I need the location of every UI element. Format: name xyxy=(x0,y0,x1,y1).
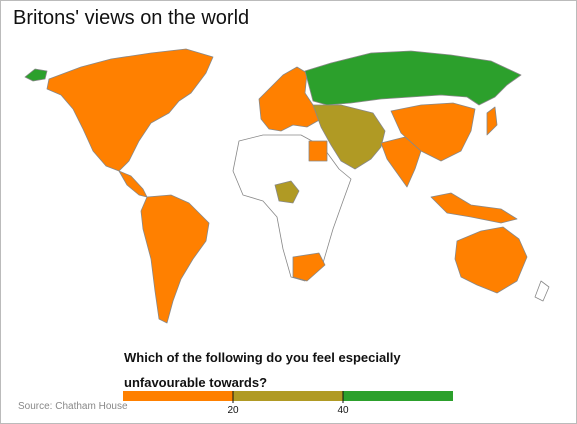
new-zealand xyxy=(534,280,550,302)
south-africa xyxy=(292,252,326,282)
central-america xyxy=(118,170,148,198)
nigeria xyxy=(274,180,300,204)
tick-label: 20 xyxy=(227,405,239,416)
middle-east xyxy=(312,104,386,170)
world-map xyxy=(24,48,550,324)
russia xyxy=(304,50,522,106)
south-east-asia xyxy=(430,192,518,224)
greenland-region xyxy=(24,68,48,82)
map-title: Britons' views on the world xyxy=(13,7,250,29)
japan xyxy=(486,106,498,136)
legend-question: Which of the following do you feel espec… xyxy=(124,350,401,390)
australia xyxy=(454,226,528,294)
north-america xyxy=(46,48,214,172)
egypt xyxy=(308,140,328,162)
south-america xyxy=(140,194,210,324)
source-note: Source: Chatham House xyxy=(18,401,128,412)
china xyxy=(390,102,476,162)
africa xyxy=(232,134,352,282)
tick-label: 40 xyxy=(337,405,349,416)
